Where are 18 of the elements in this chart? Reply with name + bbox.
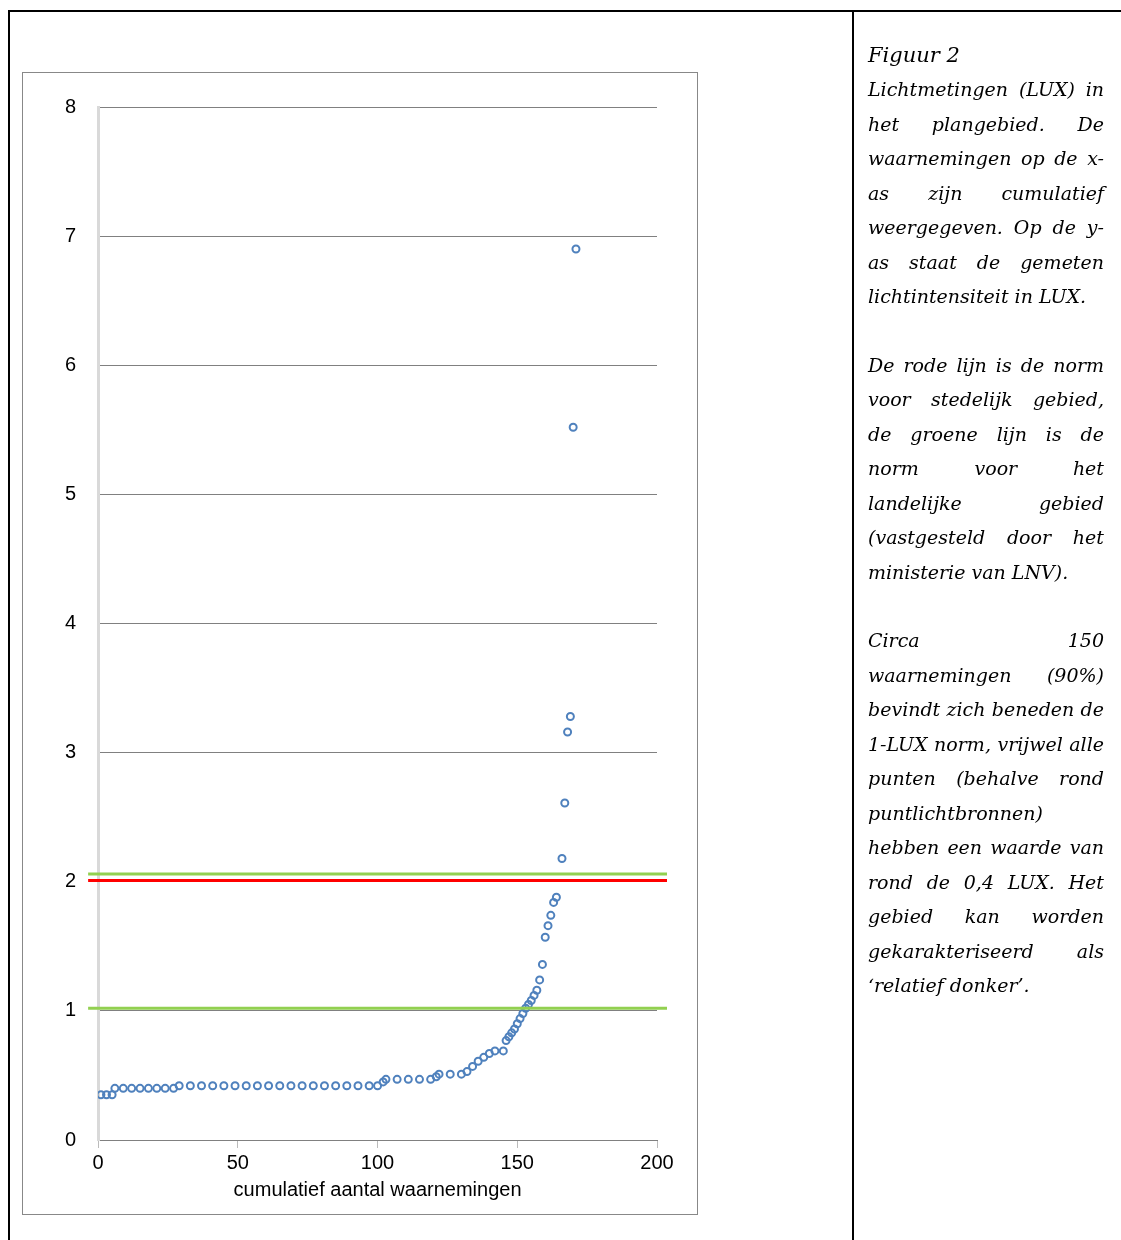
- y-tick-label: 0: [65, 1127, 77, 1150]
- x-tick-label: 150: [500, 1150, 534, 1173]
- x-tick-label: 0: [92, 1150, 104, 1173]
- y-tick-label: 5: [65, 481, 77, 504]
- y-tick-label: 2: [65, 869, 77, 892]
- text: De rode lijn is de norm voor stedelijk gebied, de groene lijn is de norm voor het landelijke gebied (vastgesteld door het ministerie van LNV).: [868, 352, 1104, 585]
- text: Figuur 2: [868, 42, 961, 69]
- y-tick-label: 7: [65, 223, 77, 246]
- y-tick-label: 3: [65, 740, 77, 763]
- y-tick-label: 6: [65, 352, 77, 375]
- x-tick-label: 200: [640, 1150, 674, 1173]
- y-tick-label: 1: [65, 998, 77, 1021]
- x-tick-label: 50: [226, 1150, 249, 1173]
- y-tick-label: 8: [65, 94, 77, 117]
- text: Circa 150 waarnemingen (90%) bevindt zich beneden de 1-LUX norm, vrijwel alle punten (behalve rond puntlichtbronnen) hebben een waarde van rond de 0,4 LUX. Het gebied kan worden gekarakteriseerd als ‘relatief donker’.: [868, 629, 1104, 996]
- x-tick-label: 100: [360, 1150, 395, 1173]
- y-tick-label: 4: [65, 611, 77, 634]
- x-axis-title: cumulatief aantal waarnemingen: [233, 1177, 522, 1200]
